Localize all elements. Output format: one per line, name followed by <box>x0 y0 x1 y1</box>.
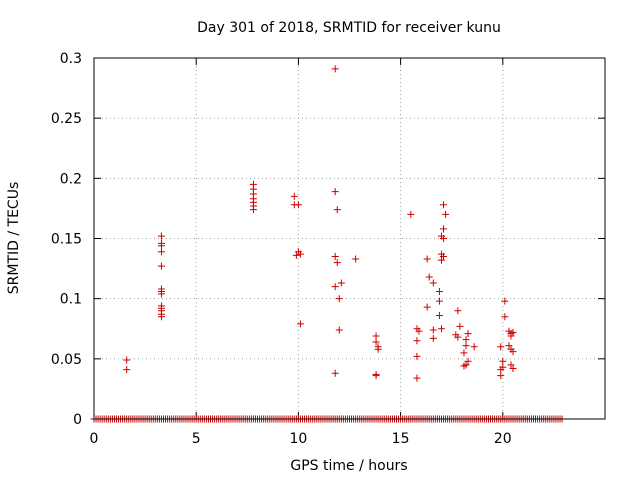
data-point <box>425 273 433 281</box>
data-point <box>509 328 517 336</box>
data-point <box>509 348 517 356</box>
data-point <box>413 337 421 345</box>
data-point <box>157 313 165 321</box>
y-tick-label: 0.25 <box>51 111 82 127</box>
data-point <box>333 206 341 214</box>
data-point <box>157 248 165 256</box>
data-point <box>507 332 515 340</box>
data-point <box>435 312 443 320</box>
data-point <box>335 295 343 303</box>
data-point <box>123 356 131 364</box>
data-point <box>470 343 478 351</box>
data-point <box>374 345 382 353</box>
data-point <box>294 248 302 256</box>
x-tick-label: 20 <box>494 431 512 447</box>
x-axis-label: GPS time / hours <box>290 458 407 474</box>
y-axis-label: SRMTID / TECUs <box>6 182 22 295</box>
axis-ticks: 0 0.05 0.1 0.15 0.2 0.25 0.3 0 5 10 15 20 <box>51 51 605 447</box>
data-point <box>462 342 470 350</box>
data-point <box>435 287 443 295</box>
data-point <box>464 357 472 365</box>
data-point <box>123 366 131 374</box>
data-point <box>501 297 509 305</box>
data-point <box>440 235 448 242</box>
data-point <box>415 327 423 335</box>
data-point <box>157 262 165 270</box>
data-point <box>464 330 472 338</box>
y-tick-label: 0.3 <box>60 51 82 67</box>
data-point <box>497 343 505 351</box>
data-point <box>372 338 380 346</box>
data-point <box>333 259 341 267</box>
data-point <box>456 322 464 330</box>
data-point <box>429 334 437 342</box>
data-point <box>429 326 437 334</box>
y-tick-label: 0.05 <box>51 352 82 368</box>
data-point <box>413 374 421 382</box>
data-point <box>442 210 450 218</box>
data-point <box>331 253 339 261</box>
data-point <box>437 325 445 333</box>
x-tick-label: 5 <box>192 431 201 447</box>
data-points <box>90 65 566 423</box>
data-point <box>429 279 437 287</box>
y-tick-label: 0 <box>73 412 82 428</box>
data-point <box>460 362 468 370</box>
data-point <box>290 192 298 200</box>
data-point <box>157 290 165 298</box>
x-tick-label: 0 <box>90 431 99 447</box>
data-point <box>423 255 431 263</box>
data-point <box>440 253 448 261</box>
data-point <box>509 364 517 372</box>
grid-lines <box>94 58 605 419</box>
data-point <box>462 336 470 344</box>
data-point <box>507 361 515 369</box>
data-point <box>407 210 415 218</box>
data-point <box>497 366 505 374</box>
data-point <box>454 333 462 341</box>
data-point <box>335 326 343 334</box>
chart-title: Day 301 of 2018, SRMTID for receiver kun… <box>197 20 501 36</box>
data-point <box>440 201 448 209</box>
data-point <box>294 201 302 209</box>
data-point <box>331 369 339 377</box>
data-point <box>331 65 339 73</box>
data-point <box>372 332 380 340</box>
x-tick-label: 15 <box>392 431 410 447</box>
data-point <box>497 372 505 380</box>
data-point <box>413 352 421 360</box>
data-point <box>454 307 462 315</box>
data-point <box>499 357 507 365</box>
data-point <box>157 242 165 250</box>
y-tick-label: 0.2 <box>60 171 82 187</box>
data-point <box>296 320 304 328</box>
data-point <box>372 372 380 380</box>
data-point <box>157 232 165 240</box>
data-point <box>501 313 509 321</box>
data-point <box>352 255 360 263</box>
data-point <box>460 349 468 357</box>
y-tick-label: 0.1 <box>60 292 82 308</box>
data-point <box>440 225 448 233</box>
data-point <box>292 251 300 259</box>
plot-frame <box>93 57 606 420</box>
data-point <box>423 303 431 311</box>
data-point <box>331 188 339 196</box>
y-tick-label: 0.15 <box>51 232 82 248</box>
data-point <box>505 342 513 350</box>
data-point <box>337 279 345 287</box>
data-point <box>249 206 257 214</box>
data-point <box>331 283 339 291</box>
data-point <box>437 256 445 264</box>
x-tick-label: 10 <box>289 431 307 447</box>
data-point <box>435 297 443 305</box>
